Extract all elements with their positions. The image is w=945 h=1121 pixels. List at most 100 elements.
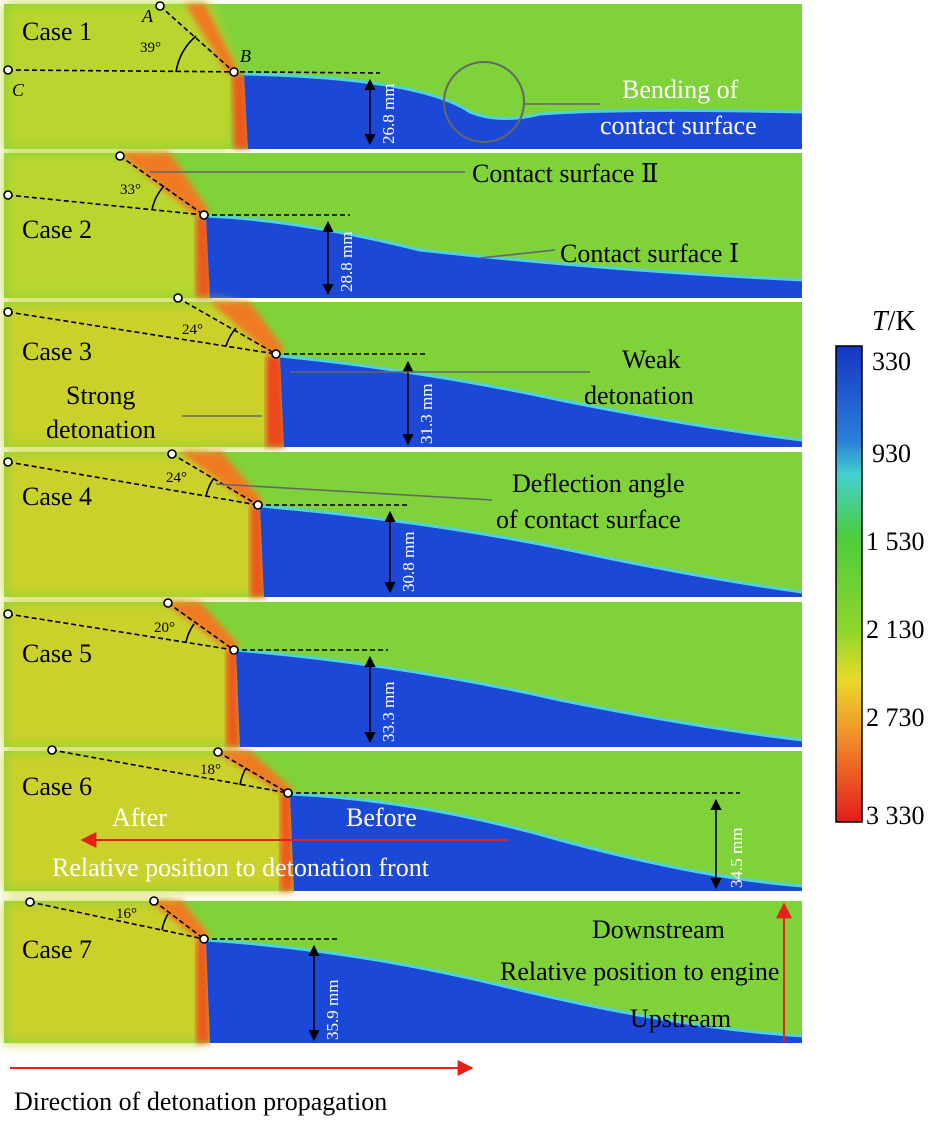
deflection-label-line1: Deflection angle xyxy=(512,469,685,498)
case-3-label: Case 3 xyxy=(22,337,92,366)
marker xyxy=(213,747,223,757)
angle-label: 39° xyxy=(140,40,161,56)
oblique-shock xyxy=(180,452,264,506)
colorbar-tick: 3 330 xyxy=(866,801,925,830)
marker xyxy=(283,788,293,798)
angle-arc xyxy=(239,767,247,786)
marker xyxy=(253,500,263,510)
reference-line xyxy=(7,194,205,216)
colorbar-ticks: 330 930 1 530 2 130 2 730 3 330 xyxy=(866,347,925,830)
after-label: After xyxy=(112,803,167,832)
contact-surface xyxy=(289,792,803,888)
case-1-label: Case 1 xyxy=(22,17,92,46)
reference-line xyxy=(7,311,277,355)
deflection-label-line2: of contact surface xyxy=(496,505,681,534)
fresh-mixture xyxy=(206,940,802,1043)
geometry-overlays xyxy=(3,1,740,1042)
oblique-line xyxy=(171,453,259,506)
detonation-front xyxy=(226,650,240,747)
oblique-line xyxy=(153,900,205,940)
burned-region xyxy=(4,751,292,891)
strong-detonation-line1: Strong xyxy=(66,381,135,410)
angle-arc xyxy=(225,327,237,347)
contact-surface xyxy=(205,938,803,1038)
detonation-front xyxy=(280,794,294,891)
marker xyxy=(115,151,125,161)
angle-label: 33° xyxy=(120,182,141,198)
height-labels: 26.8 mm 28.8 mm 31.3 mm 30.8 mm 33.3 mm … xyxy=(323,84,746,1040)
bending-label-line1: Bending of xyxy=(622,75,739,104)
case-labels: Case 1 Case 2 Case 3 Case 4 Case 5 Case … xyxy=(22,17,92,964)
case-2-label: Case 2 xyxy=(22,215,92,244)
leader-line xyxy=(215,483,493,501)
detonation-front xyxy=(196,940,210,1043)
angle-arc xyxy=(205,477,215,497)
marker xyxy=(167,449,177,459)
oblique-line xyxy=(167,602,235,651)
point-a-marker xyxy=(155,1,165,11)
oblique-shock xyxy=(210,302,285,356)
panel-case-7 xyxy=(4,901,803,1043)
oblique-shock xyxy=(185,4,238,75)
fresh-mixture xyxy=(244,74,802,149)
fresh-mixture xyxy=(236,650,802,747)
colorbar: T/K 330 930 1 530 2 130 2 730 3 330 xyxy=(835,306,925,830)
reference-line xyxy=(7,69,381,74)
marker xyxy=(47,745,57,755)
colorbar-tick: 1 530 xyxy=(866,527,925,556)
marker xyxy=(271,349,281,359)
height-label: 31.3 mm xyxy=(417,384,436,444)
colorbar-tick: 2 130 xyxy=(866,615,925,644)
reference-line xyxy=(29,901,205,940)
marker xyxy=(199,210,209,220)
bending-label-line2: contact surface xyxy=(600,111,757,140)
burned-region xyxy=(4,602,238,747)
strong-detonation-line2: detonation xyxy=(46,415,156,444)
angle-arc xyxy=(161,913,169,931)
case-7-label: Case 7 xyxy=(22,935,92,964)
angle-arc xyxy=(185,623,195,643)
angle-labels: 39° 33° 24° 24° 20° 18° 16° xyxy=(116,40,221,922)
oblique-line xyxy=(119,155,205,216)
bending-circle xyxy=(443,61,525,143)
annotations: Bending of contact surface Contact surfa… xyxy=(14,75,779,1116)
relative-front-label: Relative position to detonation front xyxy=(52,853,430,882)
point-c-marker xyxy=(3,65,13,75)
reference-line xyxy=(7,461,259,506)
angle-label: 24° xyxy=(166,470,187,486)
burned-region xyxy=(4,452,262,597)
case-6-label: Case 6 xyxy=(22,772,92,801)
marker xyxy=(229,645,239,655)
point-labels: A B C xyxy=(12,6,251,100)
colorbar-tick: 2 730 xyxy=(866,703,925,732)
relative-engine-label: Relative position to engine xyxy=(500,957,779,986)
contact-surface-1-label: Contact surface Ⅰ xyxy=(560,239,739,268)
leader-line xyxy=(479,249,556,259)
height-label: 30.8 mm xyxy=(399,532,418,592)
panel-case-1 xyxy=(4,4,803,149)
angle-label: 24° xyxy=(182,322,203,338)
marker xyxy=(199,934,209,944)
colorbar-tick: 930 xyxy=(872,439,911,468)
point-b-marker xyxy=(229,67,239,77)
contact-surface xyxy=(279,354,803,442)
oblique-shock xyxy=(118,153,210,216)
panel-case-2 xyxy=(4,153,803,298)
marker xyxy=(25,897,35,907)
height-label: 28.8 mm xyxy=(337,232,356,292)
marker xyxy=(149,896,159,906)
marker xyxy=(173,293,183,303)
angle-label: 20° xyxy=(154,620,175,636)
angle-label: 18° xyxy=(200,762,221,778)
panel-case-6 xyxy=(4,751,803,891)
angle-label: 16° xyxy=(116,906,137,922)
height-label: 35.9 mm xyxy=(323,980,342,1040)
case-5-label: Case 5 xyxy=(22,639,92,668)
downstream-label: Downstream xyxy=(592,915,725,944)
point-a-label: A xyxy=(141,6,154,26)
before-label: Before xyxy=(346,803,417,832)
burned-region xyxy=(4,4,238,149)
angle-arc xyxy=(151,185,165,211)
panel-case-5 xyxy=(4,602,803,747)
